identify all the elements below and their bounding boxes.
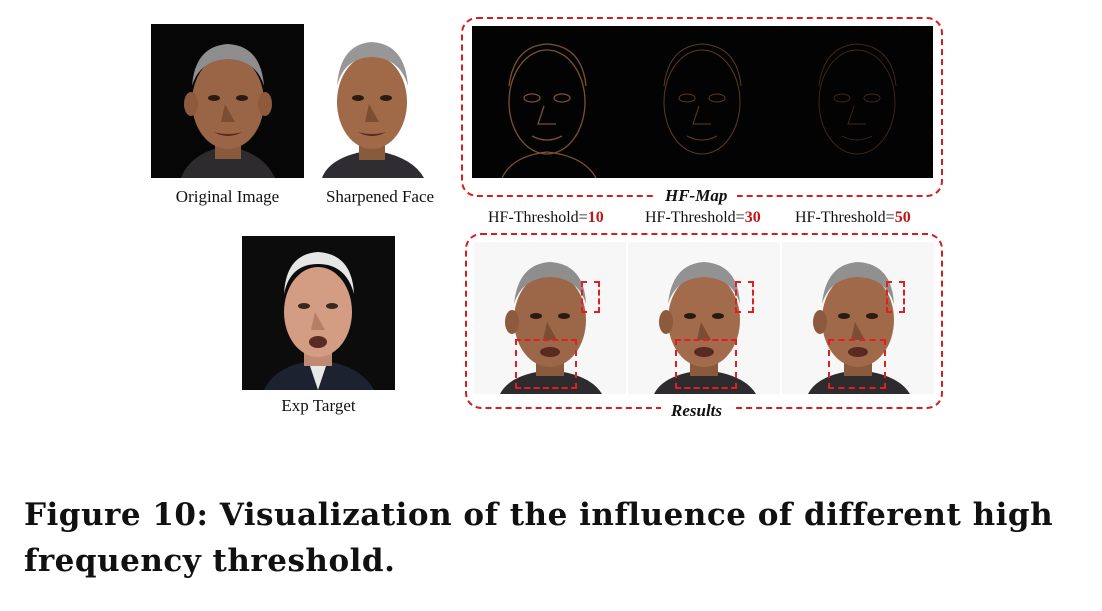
sharpened-face-label: Sharpened Face [325,187,435,206]
roi-box-mouth [675,339,737,389]
threshold-prefix: HF-Threshold= [795,209,895,226]
threshold-value: 10 [587,209,604,226]
exp-target-label: Exp Target [281,396,356,415]
threshold-prefix: HF-Threshold= [488,209,588,226]
result-image-30 [628,242,780,394]
results-title: Results [661,401,733,421]
result-image-50 [782,242,934,394]
roi-box-mouth [515,339,577,389]
roi-box-ear [735,281,754,313]
hf-map-strip [472,26,933,178]
result-image-10 [474,242,626,394]
sharpened-face-image [312,24,434,178]
exp-target-image [242,236,395,390]
threshold-value: 50 [894,209,911,226]
threshold-label-30: HF-Threshold=30 [645,209,761,227]
figure-caption: Figure 10: Visualization of the influenc… [24,497,1054,579]
roi-box-ear [886,281,905,313]
roi-box-mouth [828,339,886,389]
threshold-value: 30 [744,209,761,226]
threshold-label-50: HF-Threshold=50 [795,209,911,227]
threshold-label-10: HF-Threshold=10 [488,209,604,227]
roi-box-ear [581,281,600,313]
original-image-label: Original Image [175,187,280,206]
hf-map-title: HF-Map [655,186,738,206]
original-image [151,24,304,178]
threshold-prefix: HF-Threshold= [645,209,745,226]
